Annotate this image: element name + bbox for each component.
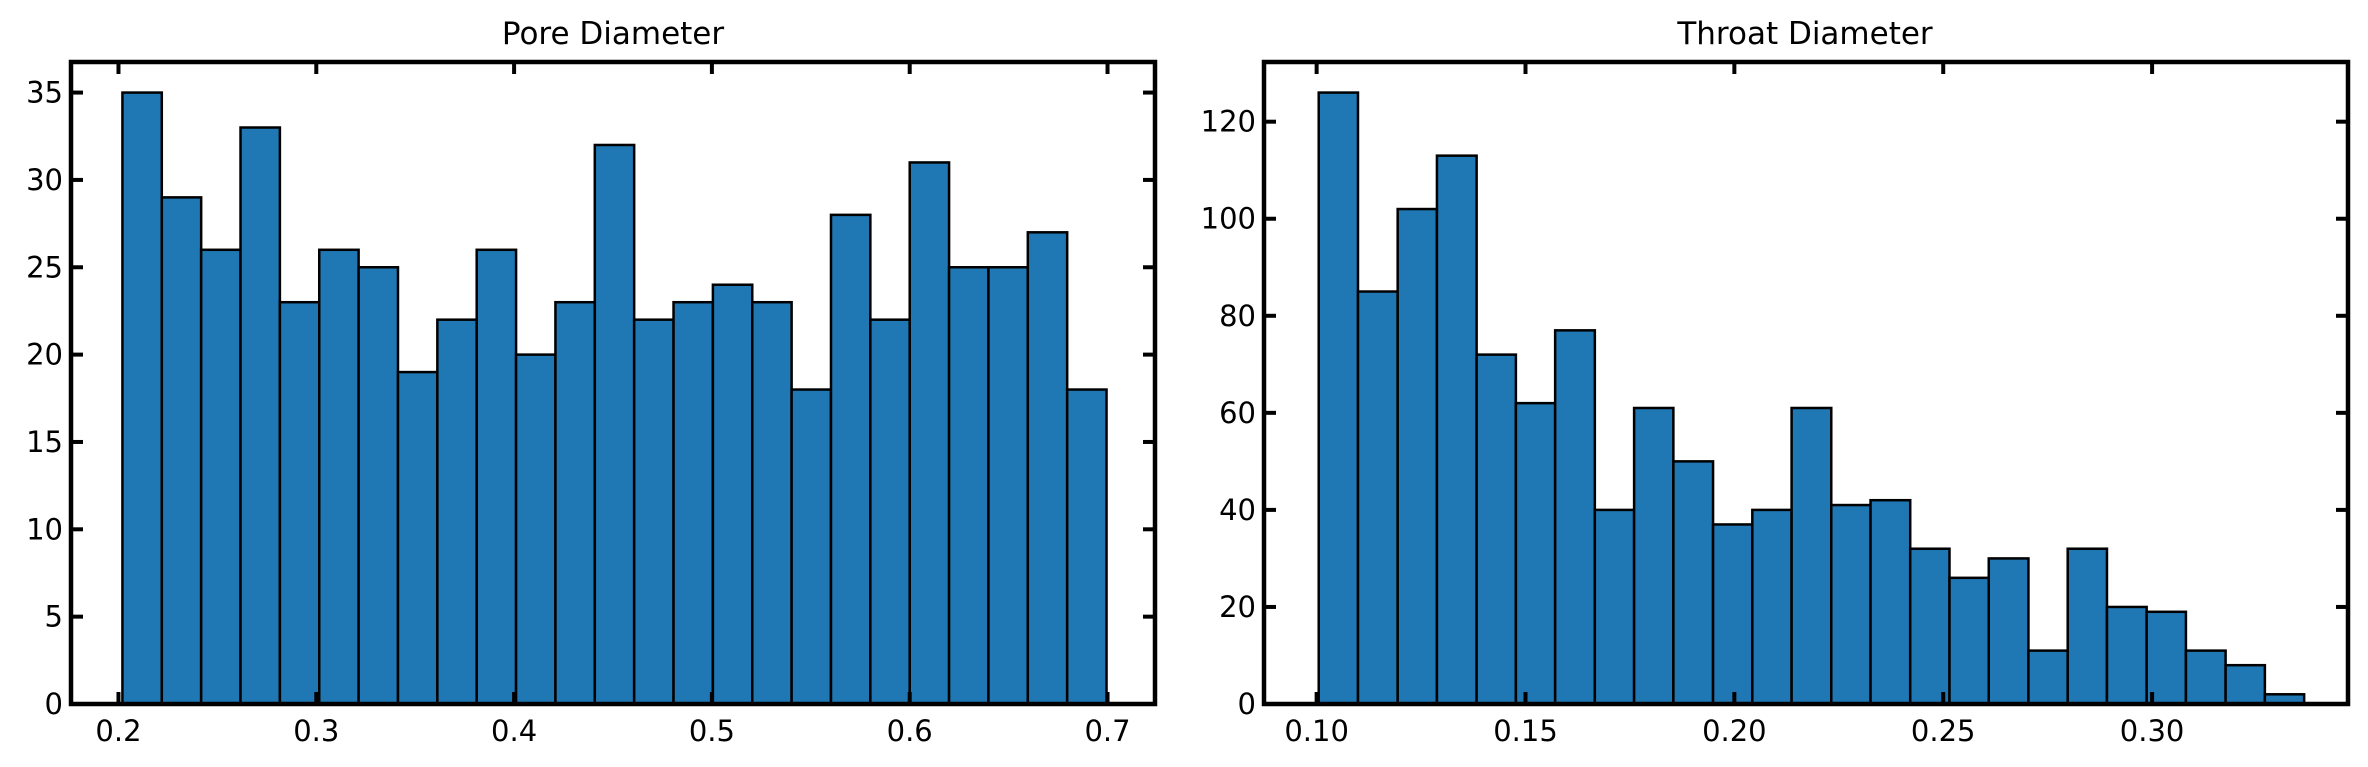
pore-diameter-xtick-label-1: 0.3 (293, 714, 339, 748)
pore-diameter-bar-0 (121, 91, 164, 706)
pore-diameter-ytick-label-5: 25 (26, 250, 63, 284)
throat-diameter-bar-13 (1830, 503, 1872, 706)
throat-diameter-bar-18 (2027, 649, 2069, 706)
throat-diameter-bar-8 (1632, 406, 1675, 706)
pore-diameter-bar-22 (987, 266, 1030, 706)
pore-diameter-bar-4 (278, 300, 321, 706)
throat-diameter-bar-23 (2224, 663, 2267, 706)
pore-diameter-bar-20 (908, 161, 951, 706)
pore-diameter-ticks: 0.2 0.3 0.4 0.5 0.6 0.7 0 5 10 15 20 25 30 35 (26, 62, 1155, 748)
throat-diameter-bar-12 (1790, 406, 1833, 706)
pore-diameter-bar-17 (790, 388, 833, 706)
throat-diameter-ytick-label-1: 20 (1219, 590, 1256, 624)
pore-diameter-bar-24 (1065, 388, 1108, 706)
throat-diameter-xtick-label-1: 0.15 (1493, 714, 1558, 748)
throat-diameter-bar-14 (1869, 498, 1912, 706)
throat-diameter-ytick-label-6: 120 (1201, 105, 1256, 139)
pore-diameter-bar-16 (751, 300, 793, 706)
pore-diameter-ytick-label-7: 35 (26, 76, 63, 110)
pore-diameter-bar-15 (711, 283, 754, 706)
pore-diameter-bar-21 (947, 266, 990, 706)
pore-diameter-title: Pore Diameter (502, 16, 725, 52)
throat-diameter-bars (1317, 91, 2306, 706)
pore-diameter-ytick-label-6: 30 (26, 163, 63, 197)
pore-diameter-bar-19 (869, 318, 911, 706)
pore-diameter-bar-12 (593, 143, 636, 706)
throat-diameter-bar-7 (1593, 508, 1636, 706)
pore-diameter-ytick-label-1: 5 (45, 600, 63, 634)
throat-diameter-bar-19 (2066, 547, 2109, 706)
pore-diameter-xtick-label-0: 0.2 (95, 714, 141, 748)
throat-diameter-bar-5 (1514, 401, 1557, 706)
pore-diameter-bar-10 (514, 353, 557, 706)
pore-diameter-bar-23 (1026, 231, 1069, 706)
pore-diameter-xtick-label-5: 0.7 (1084, 714, 1130, 748)
pore-diameter-panel: Pore Diameter 0.2 0.3 0.4 0.5 0.6 0.7 0 5 10 15 20… (26, 16, 1158, 748)
throat-diameter-title: Throat Diameter (1676, 16, 1933, 52)
pore-diameter-ytick-label-3: 15 (26, 425, 63, 459)
pore-diameter-bar-11 (554, 300, 597, 706)
throat-diameter-xtick-label-4: 0.30 (2120, 714, 2185, 748)
pore-diameter-bar-13 (632, 318, 675, 706)
throat-diameter-bar-1 (1356, 290, 1399, 706)
pore-diameter-bar-1 (160, 196, 203, 706)
pore-diameter-bar-7 (396, 370, 439, 706)
pore-diameter-xtick-label-4: 0.6 (887, 714, 933, 748)
throat-diameter-bar-11 (1751, 508, 1793, 706)
pore-diameter-bar-6 (357, 266, 400, 706)
pore-diameter-bars (121, 91, 1108, 706)
pore-diameter-xtick-label-3: 0.5 (689, 714, 735, 748)
throat-diameter-bar-20 (2105, 605, 2148, 706)
pore-diameter-bar-18 (829, 213, 872, 706)
throat-diameter-ytick-label-2: 40 (1219, 493, 1256, 527)
throat-diameter-bar-9 (1672, 460, 1715, 706)
throat-diameter-bar-0 (1317, 91, 1360, 706)
throat-diameter-xtick-label-0: 0.10 (1284, 714, 1349, 748)
throat-diameter-ytick-label-3: 60 (1219, 396, 1256, 430)
throat-diameter-ytick-label-0: 0 (1238, 687, 1256, 721)
throat-diameter-bar-10 (1711, 523, 1754, 706)
throat-diameter-bar-4 (1475, 353, 1518, 706)
throat-diameter-bar-15 (1908, 547, 1951, 706)
pore-diameter-bar-9 (475, 248, 518, 706)
throat-diameter-bar-22 (2184, 649, 2227, 706)
throat-diameter-bar-3 (1435, 154, 1478, 706)
pore-diameter-ytick-label-0: 0 (45, 687, 63, 721)
pore-diameter-bar-3 (239, 126, 282, 706)
throat-diameter-bar-2 (1396, 207, 1439, 706)
throat-diameter-ytick-label-5: 100 (1201, 202, 1256, 236)
pore-diameter-bar-8 (436, 318, 478, 706)
throat-diameter-bar-21 (2145, 610, 2188, 706)
throat-diameter-ytick-label-4: 80 (1219, 299, 1256, 333)
pore-diameter-bar-5 (318, 248, 360, 706)
throat-diameter-bar-16 (1948, 576, 1991, 706)
pore-diameter-axes-frame (68, 59, 1158, 707)
throat-diameter-bar-6 (1553, 329, 1597, 706)
pore-diameter-bar-14 (672, 300, 715, 706)
pore-diameter-xtick-label-2: 0.4 (491, 714, 537, 748)
throat-diameter-panel: Throat Diameter 0.10 0.15 0.20 0.25 0.30 0 20 4… (1201, 16, 2351, 748)
throat-diameter-xtick-label-3: 0.25 (1911, 714, 1976, 748)
pore-diameter-ytick-label-2: 10 (26, 512, 63, 546)
pore-diameter-ytick-label-4: 20 (26, 338, 63, 372)
throat-diameter-xtick-label-2: 0.20 (1702, 714, 1767, 748)
throat-diameter-bar-17 (1987, 557, 2030, 706)
throat-diameter-axes-frame (1261, 59, 2351, 707)
pore-diameter-bar-2 (199, 248, 242, 706)
